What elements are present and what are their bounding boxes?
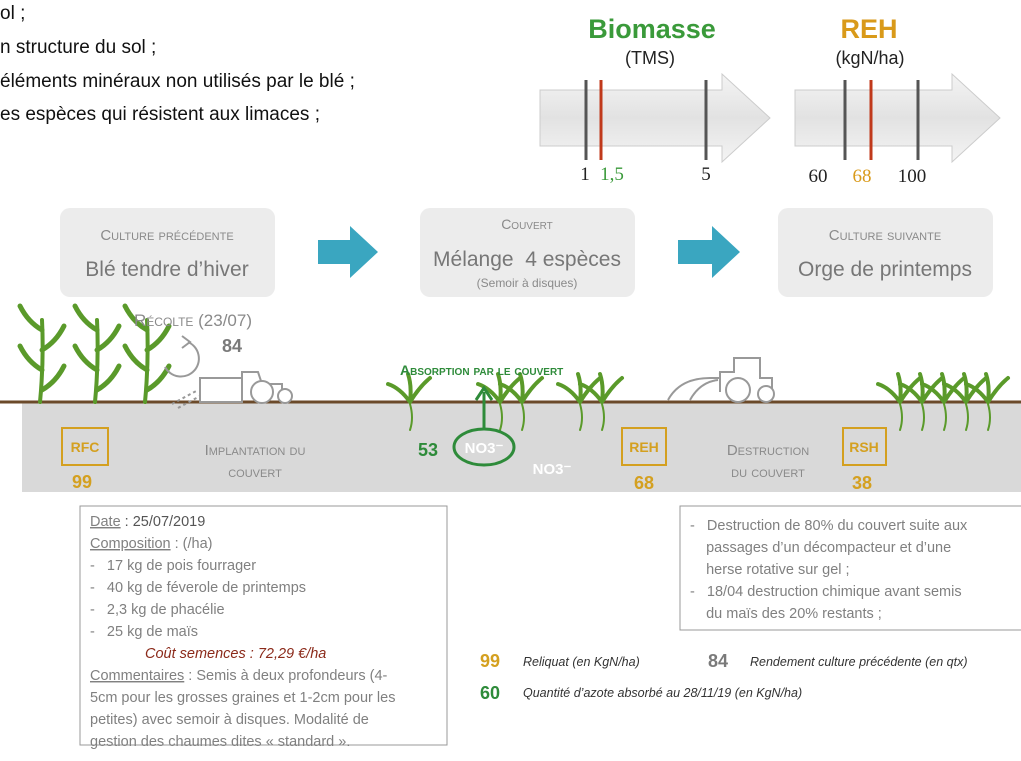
gauge-label: 100 xyxy=(898,166,927,187)
gauge-label: 1 xyxy=(580,164,590,185)
item: - 2,3 kg de phacélie xyxy=(90,602,225,618)
stage-box xyxy=(778,208,993,297)
plant xyxy=(20,346,42,370)
plant xyxy=(922,374,964,402)
legend-key: 84 xyxy=(708,651,728,671)
plant xyxy=(878,374,920,402)
cost: Coût semences : 72,29 €/ha xyxy=(145,646,326,662)
plant xyxy=(42,366,64,390)
intro-line: n structure du sol ; xyxy=(0,37,156,58)
plant xyxy=(75,306,97,330)
date-value: : 25/07/2019 xyxy=(121,514,206,530)
gauge-title: Biomasse xyxy=(588,14,716,44)
stage-label: Couvert xyxy=(501,216,553,232)
stage-box xyxy=(60,208,275,297)
rsh-value: 38 xyxy=(852,473,872,493)
intro-line: éléments minéraux non utilisés par le bl… xyxy=(0,71,355,92)
harvest-text: Récolte (23/07) xyxy=(134,311,252,330)
gauge-label: 1,5 xyxy=(600,164,624,185)
gauge-label: 68 xyxy=(853,166,872,187)
no3: NO3⁻ xyxy=(465,440,504,457)
intro-line: es espèces qui résistent aux limaces ; xyxy=(0,104,320,125)
reh-label: REH xyxy=(629,439,659,455)
note-line: du maïs des 20% restants ; xyxy=(690,606,882,622)
note-line: - 18/04 destruction chimique avant semis xyxy=(690,584,962,600)
destruction: du couvert xyxy=(731,464,805,481)
flow-arrow xyxy=(318,226,378,278)
item: - 40 kg de féverole de printemps xyxy=(90,580,306,596)
date-label: Date xyxy=(90,514,121,530)
plant xyxy=(97,326,119,350)
plant xyxy=(42,326,64,350)
note-line: herse rotative sur gel ; xyxy=(690,562,850,578)
no3: NO3⁻ xyxy=(533,461,572,478)
tractor xyxy=(668,358,774,402)
plant xyxy=(900,374,942,402)
item: - 25 kg de maïs xyxy=(90,624,198,640)
note-line: - Destruction de 80% du couvert suite au… xyxy=(690,518,968,534)
plant xyxy=(500,374,542,402)
plant xyxy=(558,374,600,402)
plant xyxy=(388,374,430,402)
plant xyxy=(20,306,42,330)
composition-unit: : (/ha) xyxy=(171,536,213,552)
intro-line: ol ; xyxy=(0,3,25,24)
rfc-value: 99 xyxy=(72,472,92,492)
composition-label: Composition xyxy=(90,536,171,552)
stage-name: Blé tendre d’hiver xyxy=(85,258,248,281)
harvest-label: Récolte (23/07) xyxy=(134,311,252,330)
date: Date : 25/07/2019 xyxy=(90,514,205,530)
destruction: Destruction xyxy=(727,442,809,459)
flow-arrow xyxy=(678,226,740,278)
plant xyxy=(97,366,119,390)
stage-label: Culture précédente xyxy=(100,227,233,244)
comments-line: petites) avec semoir à disques. Modalité… xyxy=(90,712,369,728)
gauge-unit: (TMS) xyxy=(625,48,675,68)
gauge-label: 60 xyxy=(809,166,828,187)
plant xyxy=(966,374,1008,402)
rfc-label: RFC xyxy=(71,439,100,455)
legend-key: 60 xyxy=(480,683,500,703)
infographic: ol ; n structure du sol ; éléments minér… xyxy=(0,0,1021,761)
intro: ol ; n structure du sol ; éléments minér… xyxy=(0,3,355,125)
stage-label: Culture suivante xyxy=(829,227,941,244)
gauge-label: 5 xyxy=(701,164,711,185)
plant xyxy=(125,346,147,370)
item: - 17 kg de pois fourrager xyxy=(90,558,256,574)
legend-text: Reliquat (en KgN/ha) xyxy=(523,655,640,669)
stage-note: (Semoir à disques) xyxy=(477,276,578,290)
absorbed-value: 53 xyxy=(418,440,438,460)
comments-line: : Semis à deux profondeurs (4- xyxy=(184,668,387,684)
comments-label: Commentaires xyxy=(90,668,184,684)
reh-value: 68 xyxy=(634,473,654,493)
stage-name: Orge de printemps xyxy=(798,258,972,281)
implantation: couvert xyxy=(228,464,282,481)
plant xyxy=(75,346,97,370)
legend-text: Rendement culture précédente (en qtx) xyxy=(750,655,968,669)
implantation: Implantation du xyxy=(205,442,306,459)
gauge-arrow xyxy=(795,74,1000,162)
comments-line: 5cm pour les grosses graines et 1-2cm po… xyxy=(90,690,395,706)
composition: Composition : (/ha) xyxy=(90,536,213,552)
gauge-unit: (kgN/ha) xyxy=(835,48,904,68)
comments: Commentaires : Semis à deux profondeurs … xyxy=(90,668,388,684)
absorption-label: Absorption par le couvert xyxy=(400,362,563,378)
plant xyxy=(580,374,622,402)
comments-line: gestion des chaumes dites « standard ». xyxy=(90,734,350,750)
stage-name: Mélange 4 espèces xyxy=(433,248,621,271)
rsh-label: RSH xyxy=(849,439,879,455)
gauge-title: REH xyxy=(840,14,897,44)
legend-key: 99 xyxy=(480,651,500,671)
note-line: passages d’un décompacteur et d’une xyxy=(690,540,951,556)
gauge-arrow xyxy=(540,74,770,162)
yield-value: 84 xyxy=(222,336,242,356)
legend-text: Quantité d’azote absorbé au 28/11/19 (en… xyxy=(523,686,802,700)
plant xyxy=(944,374,986,402)
